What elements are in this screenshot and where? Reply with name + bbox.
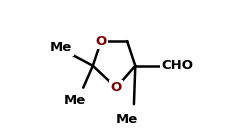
Text: O: O (95, 35, 107, 48)
Text: Me: Me (50, 42, 72, 54)
Text: Me: Me (64, 94, 86, 106)
Text: Me: Me (116, 113, 138, 126)
Text: CHO: CHO (161, 59, 193, 72)
Text: O: O (110, 81, 122, 94)
